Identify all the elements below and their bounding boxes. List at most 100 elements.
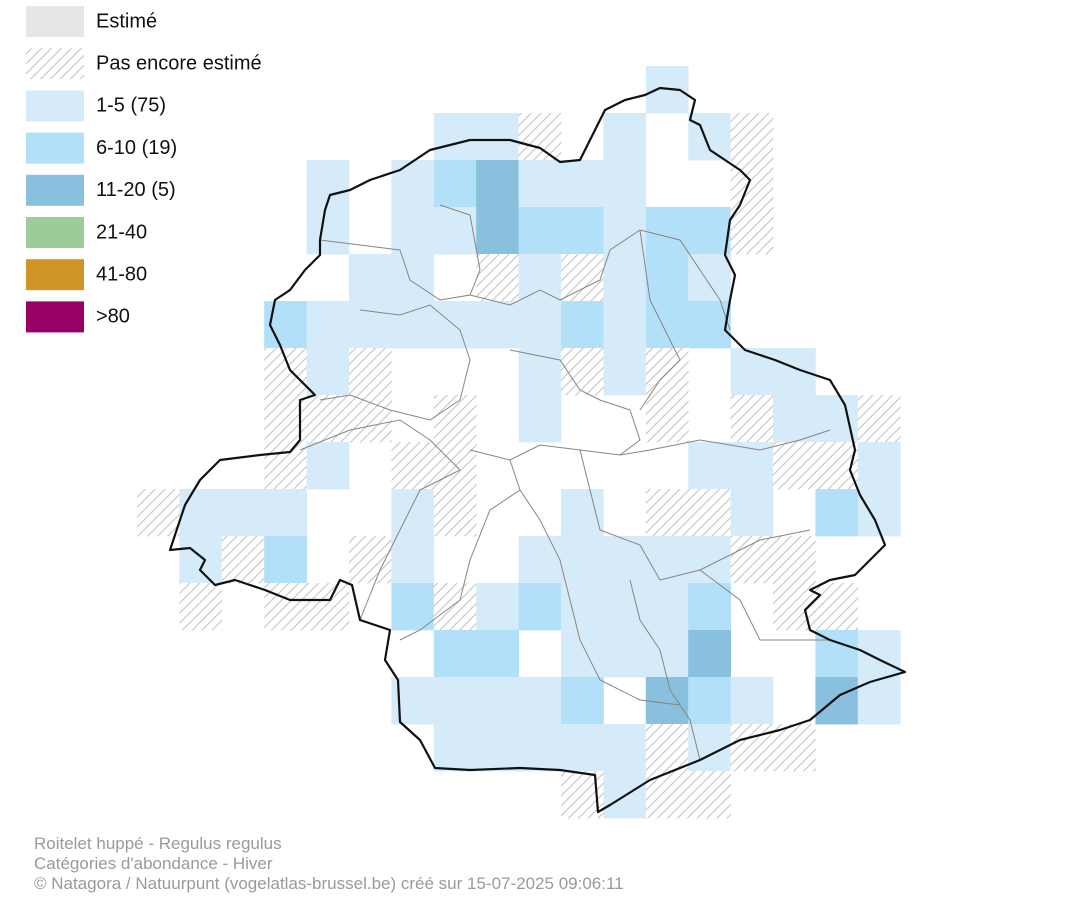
legend-label: 21-40 <box>96 221 147 243</box>
grid-cell <box>730 395 774 443</box>
grid-cell <box>773 536 816 584</box>
grid-cell <box>518 301 562 349</box>
grid-cell <box>645 677 689 725</box>
grid-cell <box>561 630 604 678</box>
grid-cell <box>476 724 519 772</box>
grid-cell <box>645 489 689 537</box>
grid-cell <box>730 536 774 584</box>
grid-cell <box>264 536 307 584</box>
grid-cell <box>476 113 519 161</box>
grid-cell <box>561 536 604 584</box>
grid-cell <box>815 630 859 678</box>
legend-swatch <box>26 301 84 333</box>
grid-cell <box>688 489 731 537</box>
legend-label: Estimé <box>96 10 157 32</box>
grid-cell <box>391 536 435 584</box>
grid-cell <box>730 113 774 161</box>
grid-cell <box>391 301 435 349</box>
grid-cell <box>179 583 223 631</box>
legend-swatch <box>26 6 84 37</box>
footer-line: Catégories d'abondance - Hiver <box>34 854 273 873</box>
grid-cell <box>518 536 562 584</box>
grid-cell <box>476 677 519 725</box>
grid-cell <box>815 489 859 537</box>
legend-swatch <box>26 132 84 164</box>
grid-cell <box>561 489 604 537</box>
grid-cell <box>349 301 392 349</box>
grid-cell <box>518 207 562 255</box>
grid-cell <box>730 442 774 490</box>
grid-cell <box>857 630 901 678</box>
grid-cell <box>688 113 731 161</box>
grid-cell <box>221 489 265 537</box>
grid-cell <box>857 442 901 490</box>
legend-label: 11-20 (5) <box>96 179 176 201</box>
footer-line: Roitelet huppé - Regulus regulus <box>34 834 282 853</box>
legend-label: 1-5 (75) <box>96 95 166 117</box>
grid-cell <box>391 254 435 302</box>
grid-cell <box>433 207 477 255</box>
grid-cell <box>561 207 604 255</box>
grid-cell <box>518 348 562 396</box>
grid-cell <box>349 395 392 443</box>
grid-cell <box>518 160 562 208</box>
grid-cell <box>561 301 604 349</box>
grid-cell <box>433 677 477 725</box>
grid-cell <box>433 113 477 161</box>
grid-cell <box>645 348 689 396</box>
grid-cell <box>391 207 435 255</box>
grid-cell <box>137 489 180 537</box>
grid-cell <box>264 301 307 349</box>
grid-cell <box>688 677 731 725</box>
grid-cell <box>433 160 477 208</box>
grid-cell <box>264 489 307 537</box>
grid-cell <box>645 583 689 631</box>
grid-cell <box>645 254 689 302</box>
grid-cell <box>773 724 816 772</box>
legend-swatch <box>26 259 84 291</box>
grid-cell <box>730 724 774 772</box>
legend-label: >80 <box>96 306 130 328</box>
grid-cell <box>857 395 901 443</box>
grid-cell <box>688 583 731 631</box>
grid-cell <box>730 348 774 396</box>
grid-cell <box>603 160 647 208</box>
grid-cell <box>688 442 731 490</box>
grid-cell <box>603 630 647 678</box>
grid-cell <box>518 677 562 725</box>
grid-cell <box>518 583 562 631</box>
grid-cell <box>264 442 307 490</box>
grid-cell <box>433 583 477 631</box>
grid-cell <box>306 583 350 631</box>
grid-cell <box>306 395 350 443</box>
grid-cell <box>561 254 604 302</box>
grid-cell <box>349 348 392 396</box>
grid-cell <box>730 207 774 255</box>
grid-cell <box>518 724 562 772</box>
grid-cell <box>476 630 519 678</box>
grid-cell <box>476 301 519 349</box>
grid-cell <box>603 113 647 161</box>
grid-cell <box>603 301 647 349</box>
grid-cell <box>730 489 774 537</box>
grid-cell <box>603 348 647 396</box>
grid-cell <box>603 536 647 584</box>
footer-line: © Natagora / Natuurpunt (vogelatlas-brus… <box>34 874 624 893</box>
grid-cell <box>433 724 477 772</box>
grid-cell <box>688 254 731 302</box>
grid-cell <box>221 536 265 584</box>
grid-cell <box>603 724 647 772</box>
grid-cells <box>137 66 901 819</box>
grid-cell <box>603 583 647 631</box>
grid-cell <box>433 489 477 537</box>
grid-cell <box>688 771 731 819</box>
grid-cell <box>645 536 689 584</box>
grid-cell <box>179 536 223 584</box>
grid-cell <box>179 489 223 537</box>
grid-cell <box>773 442 816 490</box>
legend-label: 6-10 (19) <box>96 137 177 159</box>
grid-cell <box>391 442 435 490</box>
legend: Estimé Pas encore estimé 1-5 (75) 6-10 (19)… <box>26 6 262 333</box>
grid-cell <box>603 254 647 302</box>
